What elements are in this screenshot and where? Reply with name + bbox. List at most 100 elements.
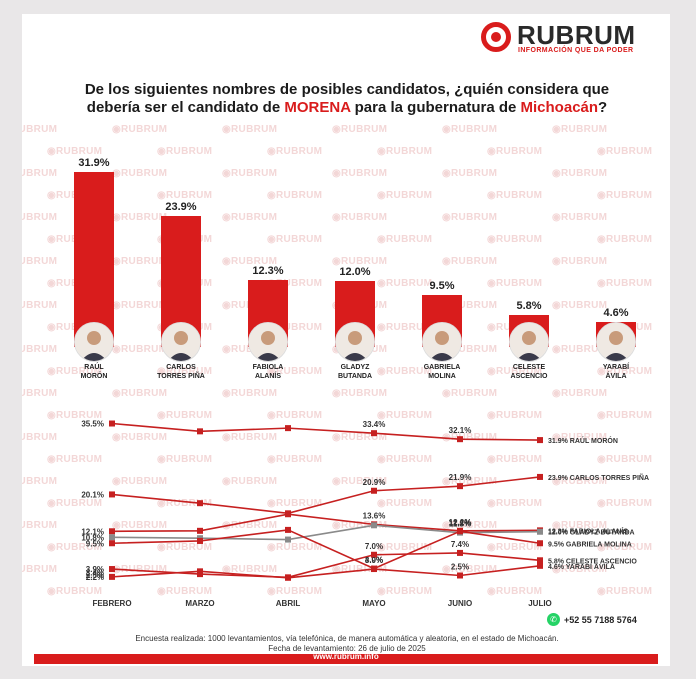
data-label: 2.5% (451, 562, 469, 571)
data-point (371, 566, 377, 573)
data-point (537, 562, 543, 569)
data-label: 3.9% (86, 565, 104, 574)
candidate-photo (596, 322, 636, 362)
data-label: 7.0% (365, 542, 383, 551)
title-text-c: ? (598, 99, 608, 116)
candidate-name-label: CELESTE ASCENCIO (510, 364, 548, 380)
bar-value-label: 5.8% (516, 300, 542, 313)
series-line (111, 524, 541, 541)
data-point (285, 574, 291, 581)
data-label: 33.4% (363, 420, 386, 429)
series-end-label: 5.8% CELESTE ASCENCIO (548, 558, 637, 565)
whatsapp-icon: ✆ (547, 613, 560, 626)
data-point (371, 551, 377, 558)
bar-value-label: 12.3% (252, 264, 284, 277)
title-party: MORENA (284, 99, 351, 116)
data-point (537, 528, 543, 535)
logo-tagline: INFORMACIÓN QUE DA PODER (518, 47, 634, 54)
data-point (197, 568, 203, 575)
candidate-name-label: GLADYZ BUTANDA (337, 364, 373, 380)
title-line-1: De los siguientes nombres de posibles ca… (84, 81, 610, 98)
data-point (537, 473, 543, 480)
data-point (285, 511, 291, 518)
data-label: 9.5% (86, 539, 104, 548)
series-line (111, 565, 541, 579)
candidate-name-label: GABRIELA MOLINA (423, 364, 461, 380)
data-point (109, 491, 115, 498)
website-link[interactable]: www.rubrum.info (313, 652, 379, 661)
data-label: 12.1% (449, 518, 472, 527)
data-point (371, 522, 377, 529)
data-point (457, 572, 463, 579)
title-line-2: debería ser el candidato de MORENA para … (52, 99, 642, 117)
data-point (109, 534, 115, 541)
title-text-b: para la gubernatura de (350, 99, 521, 116)
series-end-label: 12.3% FABIOLA ALANÍS (548, 526, 628, 535)
survey-note: Encuesta realizada: 1000 levantamientos,… (135, 634, 559, 643)
data-point (537, 540, 543, 547)
data-label: 10.8% (81, 533, 104, 542)
candidate-name-label: RAÚL MORÓN (80, 364, 108, 380)
phone-number: +52 55 7188 5764 (564, 615, 637, 625)
series-end-label: 4.6% YARABÍ ÁVILA (548, 562, 615, 571)
data-label: 7.4% (451, 540, 469, 549)
series-line (111, 529, 541, 570)
bar-value-label: 23.9% (165, 200, 197, 213)
data-point (109, 540, 115, 547)
x-axis-label: MARZO (185, 599, 214, 608)
candidate-photo (161, 322, 201, 362)
candidate-name-label: YARABÍ ÁVILA (602, 364, 630, 380)
data-label: 12.1% (81, 527, 104, 536)
survey-date: Fecha de levantamiento: 26 de julio de 2… (268, 644, 426, 653)
x-axis-label: MAYO (362, 599, 385, 608)
logo-dot-icon (491, 32, 501, 42)
data-point (537, 437, 543, 444)
x-axis-label: JULIO (528, 599, 552, 608)
data-point (109, 566, 115, 573)
line-chart: 35.5% 33.4% 32.1% 31.9% RAÚL MORÓN 20.1% 20.9… (81, 420, 649, 608)
candidate-photo (248, 322, 288, 362)
title-state: Michoacán (520, 99, 599, 116)
candidate-name-label: FABIOLA ALANÍS (252, 364, 284, 380)
bar-value-label: 4.6% (603, 306, 629, 319)
data-point (197, 537, 203, 544)
series-end-label: 12.0% GLADYZ BUTANDA (548, 530, 635, 537)
bar-value-label: 9.5% (429, 279, 455, 292)
infographic-card: ◉RUBRUM◉RUBRUM◉RUBRUM◉RUBRUM◉RUBRUM◉RUBR… (22, 14, 670, 666)
data-label: 20.9% (363, 478, 386, 487)
data-point (285, 526, 291, 533)
candidate-photo (335, 322, 375, 362)
data-label: 35.5% (81, 420, 104, 429)
data-label: 2.5% (86, 571, 104, 580)
data-point (457, 483, 463, 490)
logo-ring-icon (481, 22, 511, 52)
series-line (111, 422, 541, 441)
candidate-photo (74, 322, 114, 362)
data-label: 11.8% (449, 520, 471, 529)
bar-value-label: 31.9% (78, 157, 110, 169)
footer-band (34, 654, 658, 664)
data-point (371, 487, 377, 494)
data-point (109, 528, 115, 535)
x-axis-label: JUNIO (448, 599, 472, 608)
data-point (457, 528, 463, 535)
data-label: 3.9% (365, 556, 383, 565)
data-label: 32.1% (449, 426, 472, 435)
data-point (285, 425, 291, 432)
data-point (109, 420, 115, 427)
data-point (457, 549, 463, 556)
data-label: 13.6% (363, 511, 386, 520)
series-end-label: 31.9% RAÚL MORÓN (548, 436, 618, 445)
data-point (109, 573, 115, 580)
data-label: 3.4% (86, 568, 104, 577)
chart-title: De los siguientes nombres de posibles ca… (52, 81, 642, 117)
series-line (111, 476, 541, 515)
data-label: 20.1% (81, 490, 104, 499)
data-point (197, 527, 203, 534)
candidate-photo (422, 322, 462, 362)
data-point (371, 430, 377, 437)
data-point (537, 557, 543, 564)
bar (74, 172, 114, 347)
logo-name: RUBRUM (517, 20, 636, 50)
data-point (197, 500, 203, 507)
